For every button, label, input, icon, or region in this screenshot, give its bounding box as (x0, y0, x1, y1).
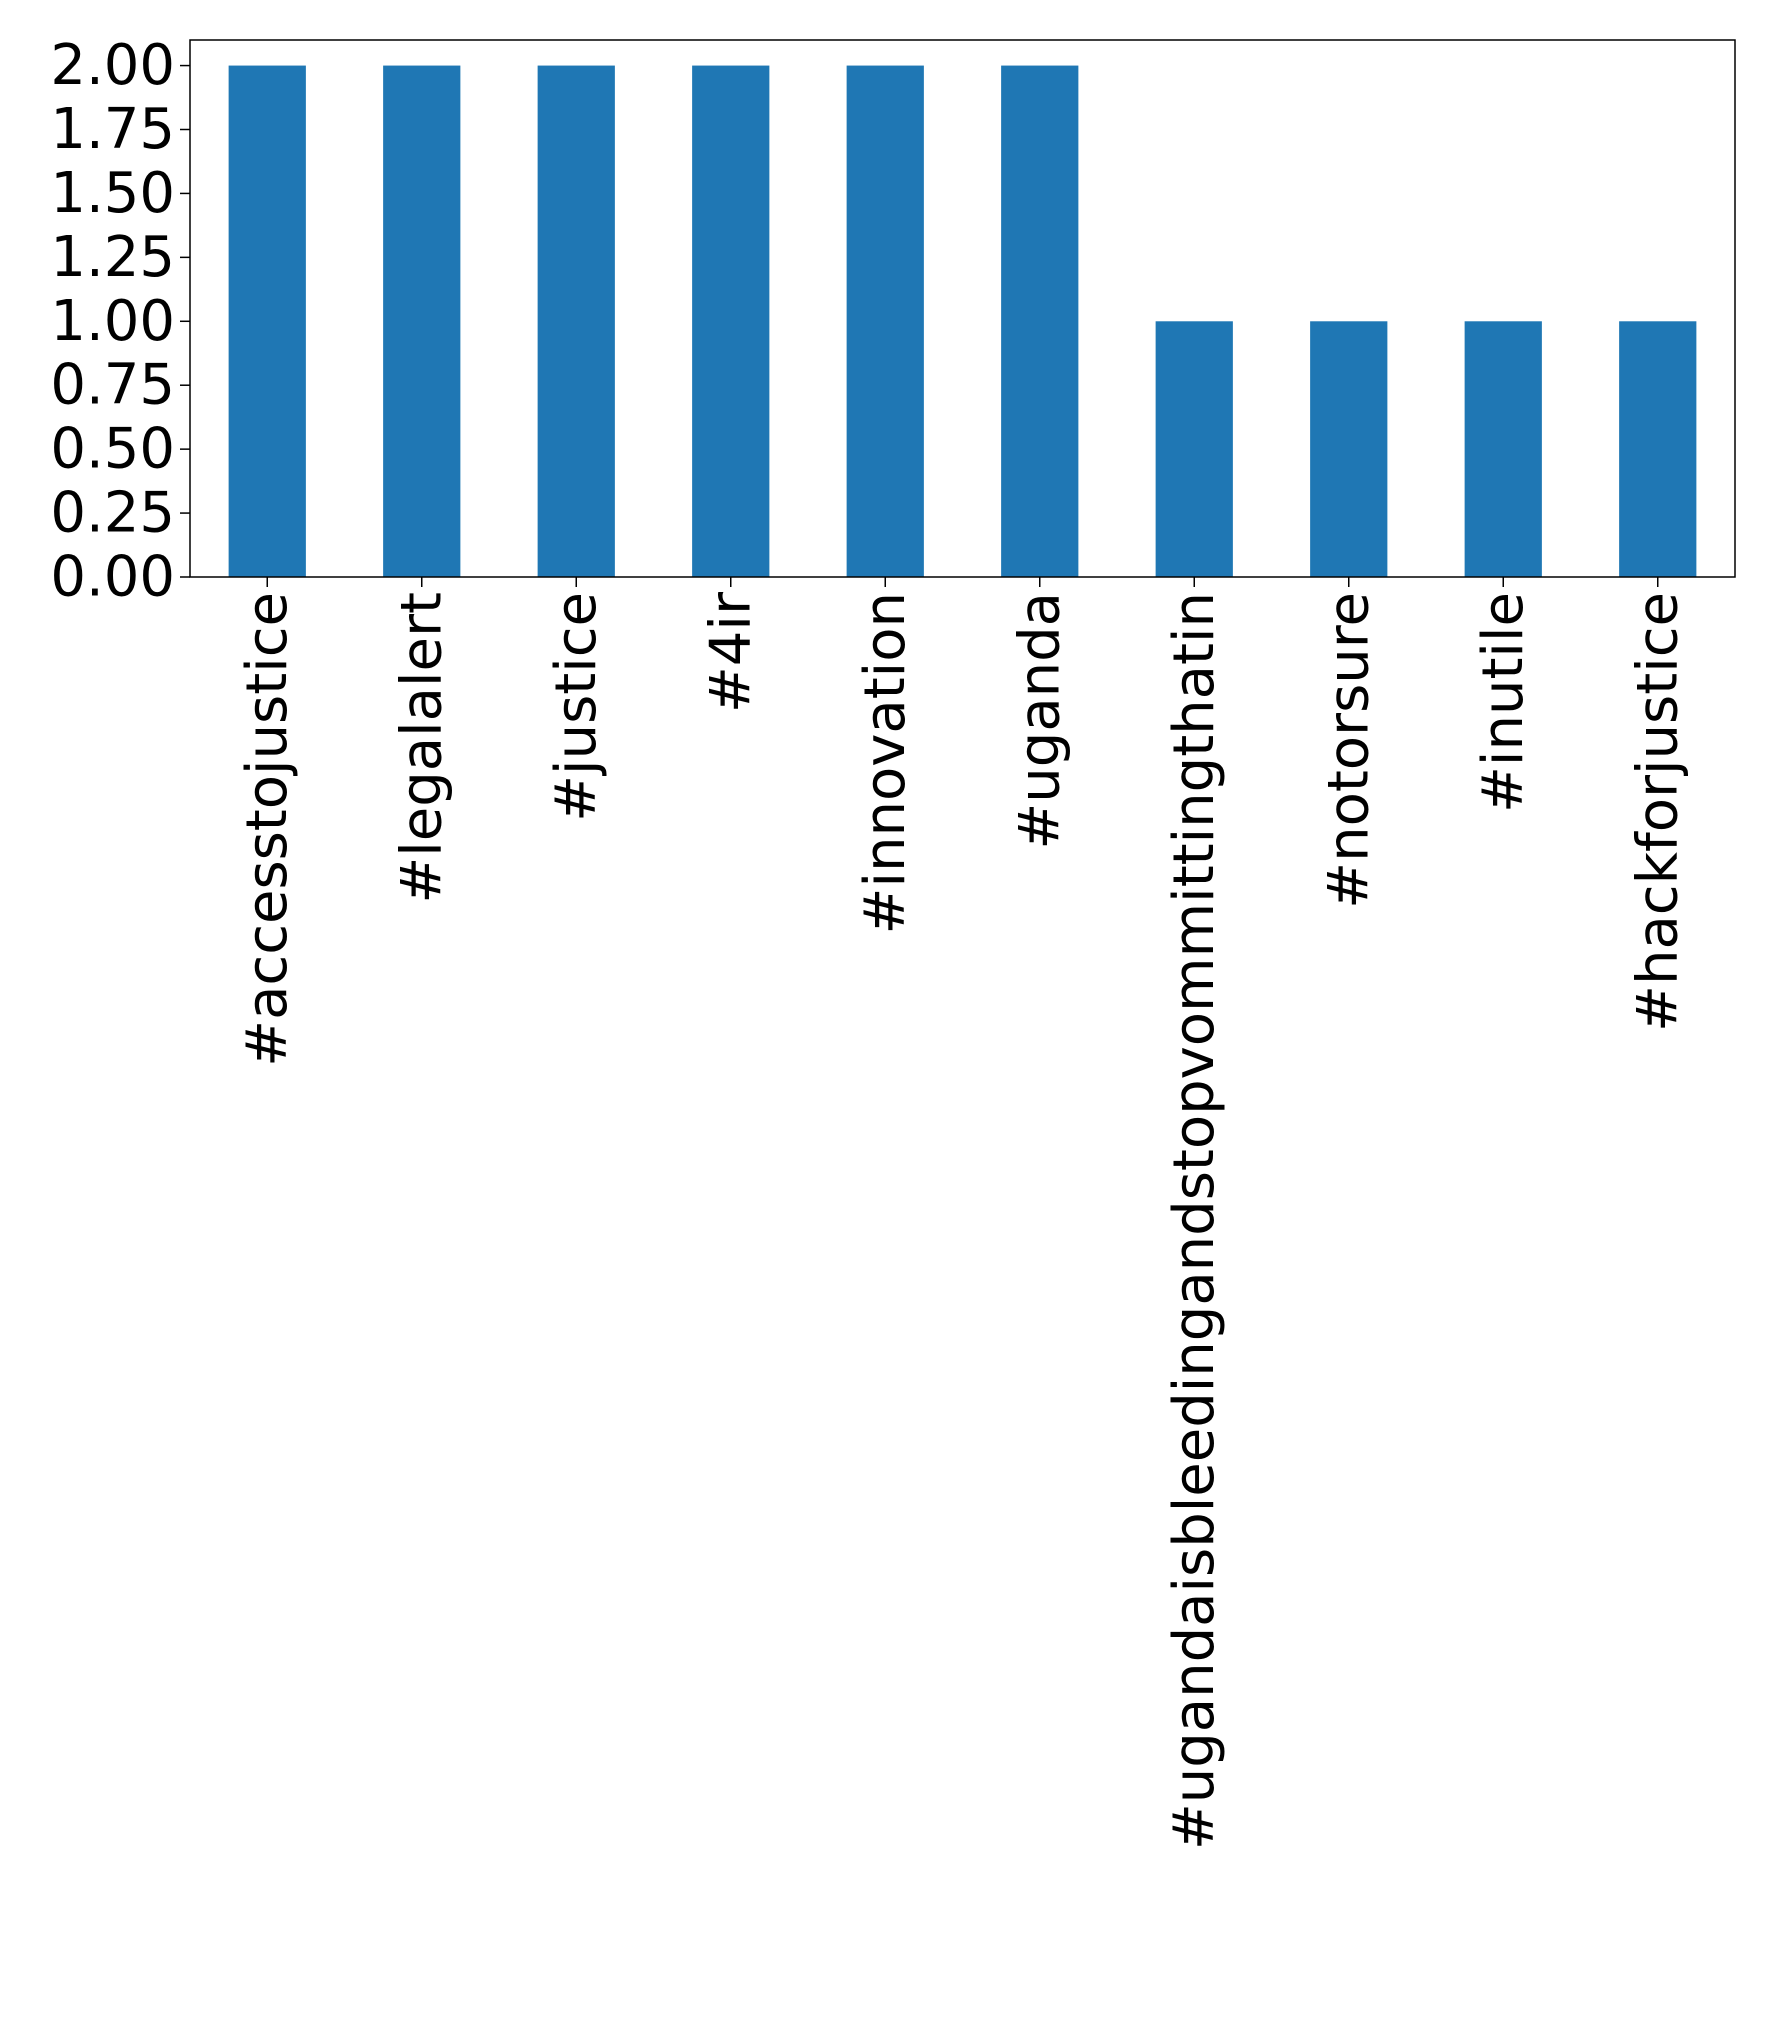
bar-2 (537, 65, 615, 578)
bar-4 (846, 65, 924, 578)
y-tick-label-1: 0.25 (50, 481, 175, 546)
plot-frame (189, 39, 1736, 578)
bar-6 (1155, 321, 1233, 577)
x-tick-label-1: #legalalert (389, 592, 454, 904)
x-tick-label-7: #notorsure (1316, 592, 1381, 909)
bar-8 (1464, 321, 1542, 577)
x-tick-label-8: #inutile (1471, 592, 1536, 813)
x-axis: #accesstojustice #legalalert #justice #4ir #… (235, 577, 1690, 1850)
y-axis: 0.000.250.500.751.001.251.501.752.00 (50, 33, 190, 610)
bar-1 (383, 65, 461, 578)
bar-3 (692, 65, 770, 578)
x-tick-label-6: #ugandaisbleedingandstopvommittingthatin (1162, 592, 1227, 1850)
bars-group (228, 65, 1697, 578)
y-tick-label-2: 0.50 (50, 417, 175, 482)
bar-0 (228, 65, 306, 578)
y-tick-label-8: 2.00 (50, 33, 175, 98)
x-tick-label-9: #hackforjustice (1625, 592, 1690, 1032)
x-tick-label-4: #innovation (853, 592, 918, 934)
bar-9 (1619, 321, 1697, 577)
y-tick-label-6: 1.50 (50, 161, 175, 226)
y-tick-label-0: 0.00 (50, 545, 175, 610)
bar-7 (1310, 321, 1388, 577)
x-tick-label-0: #accesstojustice (235, 592, 300, 1067)
x-tick-label-3: #4ir (698, 591, 763, 713)
bar-5 (1001, 65, 1079, 578)
y-tick-label-5: 1.25 (50, 225, 175, 290)
x-tick-label-2: #justice (544, 592, 609, 822)
x-tick-label-5: #uganda (1007, 592, 1072, 850)
y-tick-label-3: 0.75 (50, 353, 175, 418)
y-tick-label-4: 1.00 (50, 289, 175, 354)
y-tick-label-7: 1.75 (50, 97, 175, 162)
